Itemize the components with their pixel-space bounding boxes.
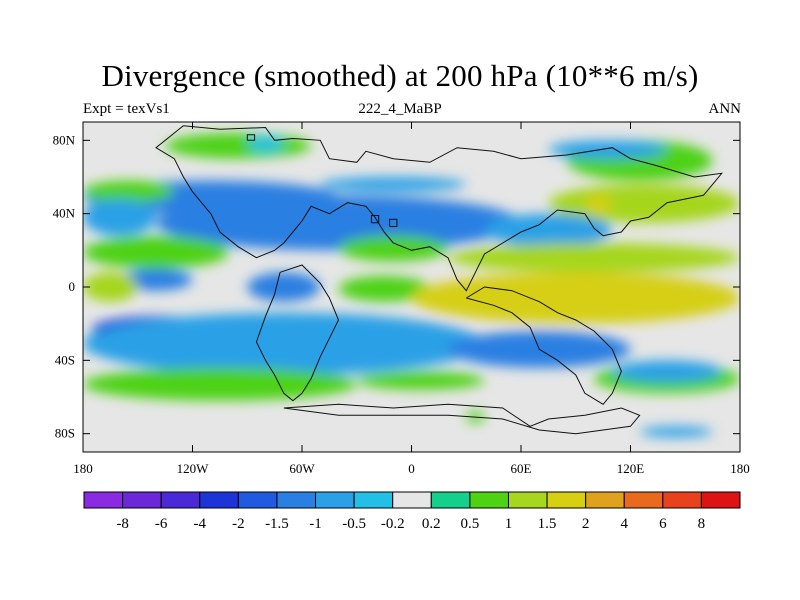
y-tick-label: 40N: [53, 206, 76, 221]
field-south-pos-band: [83, 367, 357, 401]
y-tick-label: 40S: [55, 352, 75, 367]
colorbar-label: -8: [116, 516, 129, 532]
coastline-east-continent: [466, 286, 622, 405]
experiment-label: Expt = texVs1: [83, 101, 170, 117]
colorbar-label: -1.5: [265, 516, 289, 532]
colorbar-label: 8: [698, 516, 706, 532]
x-tick-label: 120E: [617, 461, 645, 476]
field-equator-neg-west: [119, 268, 193, 291]
field-equator-pos-atl: [338, 276, 430, 302]
colorbar-label: 6: [659, 516, 667, 532]
field-north-pacific-pos: [83, 180, 175, 203]
y-tick-label: 80S: [55, 426, 75, 441]
field-subtropic-pos-west: [83, 235, 229, 269]
field-asia-conv: [484, 213, 613, 247]
colorbar-swatch: [507, 491, 548, 509]
coastline-island-3: [246, 134, 256, 141]
field-tropical-div-wide: [411, 272, 740, 324]
field-south-pos-center: [356, 371, 485, 390]
season-label: ANN: [708, 101, 742, 117]
field-equator-neg-mid: [247, 272, 321, 302]
field-south-conv-wide: [83, 312, 485, 376]
y-tick-label: 0: [69, 279, 76, 294]
field-south-neg-east: [612, 360, 722, 383]
colorbar-label: 1: [505, 516, 513, 532]
colorbar-swatch: [83, 491, 124, 509]
colorbar-swatch: [546, 491, 587, 509]
coastline-north-continent: [155, 125, 724, 292]
colorbar-swatch: [237, 491, 278, 509]
field-north-asia-neg: [83, 199, 156, 236]
colorbar-swatch: [700, 491, 741, 509]
field-arctic-rim-weak: [247, 136, 284, 152]
colorbar-swatch: [353, 491, 394, 509]
colorbar-label: -0.5: [342, 516, 366, 532]
x-tick-label: 180: [73, 461, 93, 476]
field-north-atlantic-band: [320, 177, 467, 192]
field-antarctic-neg: [639, 426, 713, 438]
subtitle-label: 222_4_MaBP: [358, 101, 442, 117]
colorbar-swatch: [623, 491, 664, 509]
colorbar-label: 0.2: [422, 516, 441, 532]
coastline-antarctic: [283, 403, 641, 435]
field-equator-pos-pacific: [83, 272, 138, 302]
y-tick-label: 80N: [53, 132, 76, 147]
colorbar-label: -6: [155, 516, 168, 532]
colorbar-swatch: [315, 491, 355, 509]
colorbar-label: -2: [232, 516, 245, 532]
colorbar-swatch: [276, 491, 317, 509]
coastline-island-2: [389, 218, 398, 227]
colorbar-swatch: [430, 491, 471, 509]
field-siberia-neg: [548, 140, 667, 159]
x-tick-label: 60W: [289, 461, 315, 476]
colorbar-label: -0.2: [381, 516, 405, 532]
x-tick-label: 180: [730, 461, 750, 476]
colorbar-label: 1.5: [538, 516, 557, 532]
field-asia-monsoon-pos: [448, 242, 740, 273]
colorbar-swatch: [585, 491, 625, 509]
colorbar-swatch: [392, 491, 432, 509]
colorbar-swatch: [662, 491, 702, 509]
colorbar-swatch: [469, 491, 509, 509]
field-midlat-conv-wide: [156, 195, 521, 251]
coastline-south-continent: [255, 264, 340, 402]
chart-title: Divergence (smoothed) at 200 hPa (10**6 …: [101, 58, 699, 93]
colorbar-label: 2: [582, 516, 590, 532]
colorbar-swatch: [122, 491, 162, 509]
field-arctic-rim-band: [165, 133, 312, 159]
colorbar-swatch: [160, 491, 201, 509]
x-tick-label: 120W: [177, 461, 210, 476]
colorbar-label: -4: [194, 516, 207, 532]
colorbar-swatch: [199, 491, 239, 509]
x-tick-label: 0: [408, 461, 415, 476]
coastline-island-1: [370, 215, 380, 224]
field-north-asia-max: [584, 195, 613, 214]
colorbar-label: 4: [620, 516, 628, 532]
x-tick-label: 60E: [511, 461, 532, 476]
colorbar-label: 0.5: [461, 516, 480, 532]
colorbar-label: -1: [309, 516, 322, 532]
field-subtropic-pos-atl: [338, 235, 448, 262]
